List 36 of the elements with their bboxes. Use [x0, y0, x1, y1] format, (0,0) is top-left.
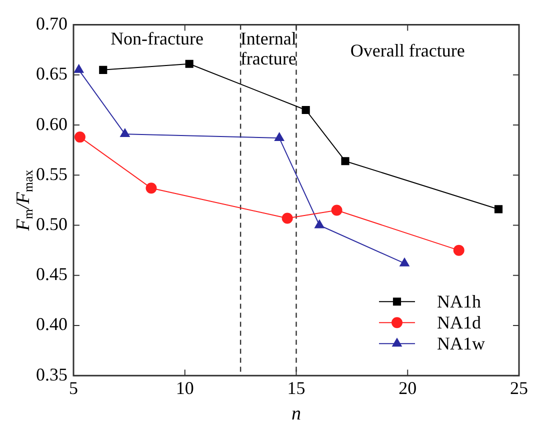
point: [274, 132, 284, 142]
x-tick-label: 20: [398, 378, 417, 398]
x-tick-label: 15: [287, 378, 306, 398]
x-axis-title: n: [292, 404, 301, 425]
point: [120, 128, 130, 138]
y-tick-label: 0.45: [36, 264, 68, 284]
legend-label: NA1d: [437, 312, 481, 332]
point: [400, 258, 410, 266]
y-tick-label: 0.60: [36, 114, 68, 134]
y-tick-label: 0.35: [36, 364, 68, 384]
point: [341, 157, 350, 166]
legend-label: NA1h: [437, 291, 481, 312]
x-tick-label: 25: [510, 378, 528, 398]
point: [185, 60, 194, 68]
point: [331, 204, 342, 216]
y-tick-label: 0.50: [36, 214, 68, 234]
y-tick-label: 0.70: [36, 14, 68, 34]
y-tick-label: 0.65: [36, 64, 68, 84]
point: [282, 212, 293, 224]
annotation: Non-fracture: [110, 28, 204, 49]
y-tick-label: 0.55: [36, 164, 68, 184]
y-tick-label: 0.40: [36, 314, 68, 334]
point: [99, 66, 108, 74]
annotation: Internal fracture: [240, 28, 296, 69]
point: [302, 106, 310, 114]
x-tick-label: 5: [69, 378, 78, 398]
y-axis-title: Fm/Fmax: [13, 169, 36, 232]
annotation: Overall fracture: [350, 40, 465, 61]
legend-label: NA1w: [437, 333, 485, 354]
point: [74, 64, 84, 73]
x-tick-label: 10: [176, 378, 194, 398]
point: [146, 182, 157, 194]
point: [494, 205, 503, 214]
point: [453, 244, 464, 256]
point: [74, 132, 86, 143]
point: [314, 220, 324, 228]
